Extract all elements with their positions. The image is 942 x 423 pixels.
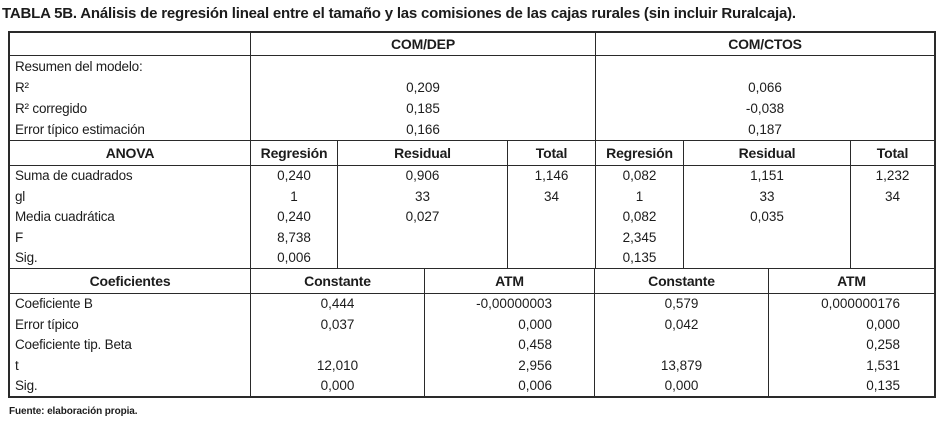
value-cell: 2,956 bbox=[424, 355, 594, 376]
value-cell: 0,000 bbox=[250, 375, 424, 396]
value-cell: 0,579 bbox=[594, 293, 768, 315]
value-cell: 0,135 bbox=[768, 375, 934, 396]
summary-section-label: Resumen del modelo: bbox=[15, 58, 143, 74]
value-cell: 0,027 bbox=[337, 206, 507, 228]
value-cell: 0,240 bbox=[250, 206, 337, 228]
column-header-atm-2: ATM bbox=[768, 268, 934, 294]
value-cell bbox=[507, 227, 595, 248]
value-cell: 0,082 bbox=[595, 166, 683, 187]
row-label-sig-coef: Sig. bbox=[15, 377, 38, 393]
value-cell: 0,444 bbox=[250, 293, 424, 315]
row-label-error-tipico: Error típico estimación bbox=[15, 121, 145, 137]
source-note: Fuente: elaboración propia. bbox=[9, 405, 138, 417]
value-cell: 12,010 bbox=[250, 355, 424, 376]
row-label-coeficiente-b: Coeficiente B bbox=[15, 296, 93, 312]
value-cell bbox=[850, 206, 934, 228]
value-cell: 0,000000176 bbox=[768, 293, 934, 315]
value-cell: 0,240 bbox=[250, 166, 337, 187]
row-label-coeficiente-beta: Coeficiente tip. Beta bbox=[15, 337, 132, 353]
row-label-error-tipico-coef: Error típico bbox=[15, 316, 79, 332]
value-cell bbox=[337, 247, 507, 268]
value-cell: 1,531 bbox=[768, 355, 934, 376]
value-cell: -0,00000003 bbox=[424, 293, 594, 315]
coefficients-section: Coeficientes Constante ATM Constante ATM… bbox=[10, 267, 934, 396]
model-summary-section: COM/DEP COM/CTOS Resumen del modelo: R² … bbox=[10, 33, 934, 140]
value-cell: 1,146 bbox=[507, 166, 595, 187]
value-cell bbox=[594, 334, 768, 356]
column-header-total-2: Total bbox=[850, 141, 934, 166]
value-cell: 0,906 bbox=[337, 166, 507, 187]
row-label-r2-corregido: R² corregido bbox=[15, 100, 87, 116]
value-cell: 0,166 bbox=[250, 119, 595, 140]
table-title: TABLA 5B. Análisis de regresión lineal e… bbox=[2, 5, 796, 22]
value-cell: 0,037 bbox=[250, 314, 424, 335]
value-cell: 1,232 bbox=[850, 166, 934, 187]
value-cell: 13,879 bbox=[594, 355, 768, 376]
value-cell bbox=[337, 227, 507, 248]
value-cell: -0,038 bbox=[595, 98, 934, 119]
row-label-r2: R² bbox=[15, 79, 29, 95]
column-header-regresion-2: Regresión bbox=[595, 141, 683, 166]
value-cell: 34 bbox=[850, 186, 934, 207]
value-cell bbox=[595, 56, 934, 77]
value-cell: 0,042 bbox=[594, 314, 768, 335]
column-group-header-com-dep: COM/DEP bbox=[250, 33, 595, 56]
value-cell: 33 bbox=[337, 186, 507, 207]
value-cell bbox=[507, 206, 595, 228]
anova-section: ANOVA Regresión Residual Total Regresión… bbox=[10, 140, 934, 268]
row-label-gl: gl bbox=[15, 188, 26, 204]
value-cell bbox=[250, 334, 424, 356]
value-cell bbox=[250, 56, 595, 77]
row-label-suma-cuadrados: Suma de cuadrados bbox=[15, 168, 133, 184]
value-cell bbox=[507, 247, 595, 268]
value-cell: 2,345 bbox=[595, 227, 683, 248]
value-cell: 8,738 bbox=[250, 227, 337, 248]
value-cell bbox=[683, 227, 850, 248]
value-cell: 0,458 bbox=[424, 334, 594, 356]
value-cell bbox=[850, 247, 934, 268]
value-cell: 1 bbox=[595, 186, 683, 207]
value-cell: 0,000 bbox=[424, 314, 594, 335]
column-group-header-com-ctos: COM/CTOS bbox=[595, 33, 934, 56]
value-cell: 34 bbox=[507, 186, 595, 207]
value-cell: 0,000 bbox=[594, 375, 768, 396]
corner-cell bbox=[10, 33, 250, 56]
regression-table: COM/DEP COM/CTOS Resumen del modelo: R² … bbox=[8, 31, 936, 398]
column-header-total-1: Total bbox=[507, 141, 595, 166]
value-cell: 0,082 bbox=[595, 206, 683, 228]
row-label-f: F bbox=[15, 229, 24, 245]
column-header-residual-2: Residual bbox=[683, 141, 850, 166]
value-cell: 0,035 bbox=[683, 206, 850, 228]
column-header-constante-2: Constante bbox=[594, 268, 768, 294]
value-cell: 1 bbox=[250, 186, 337, 207]
value-cell: 0,209 bbox=[250, 77, 595, 98]
value-cell: 33 bbox=[683, 186, 850, 207]
value-cell: 0,006 bbox=[424, 375, 594, 396]
column-header-atm-1: ATM bbox=[424, 268, 594, 294]
column-header-regresion-1: Regresión bbox=[250, 141, 337, 166]
value-cell: 0,000 bbox=[768, 314, 934, 335]
value-cell bbox=[850, 227, 934, 248]
row-label-t: t bbox=[15, 357, 19, 373]
value-cell bbox=[683, 247, 850, 268]
column-header-constante-1: Constante bbox=[250, 268, 424, 294]
coefficients-header: Coeficientes bbox=[10, 269, 250, 294]
row-label-media-cuadratica: Media cuadrática bbox=[15, 209, 115, 225]
value-cell: 1,151 bbox=[683, 166, 850, 187]
value-cell: 0,258 bbox=[768, 334, 934, 356]
value-cell: 0,066 bbox=[595, 77, 934, 98]
anova-header: ANOVA bbox=[10, 141, 250, 166]
value-cell: 0,006 bbox=[250, 247, 337, 268]
column-header-residual-1: Residual bbox=[337, 141, 507, 166]
value-cell: 0,187 bbox=[595, 119, 934, 140]
value-cell: 0,185 bbox=[250, 98, 595, 119]
value-cell: 0,135 bbox=[595, 247, 683, 268]
row-label-sig-anova: Sig. bbox=[15, 250, 38, 265]
